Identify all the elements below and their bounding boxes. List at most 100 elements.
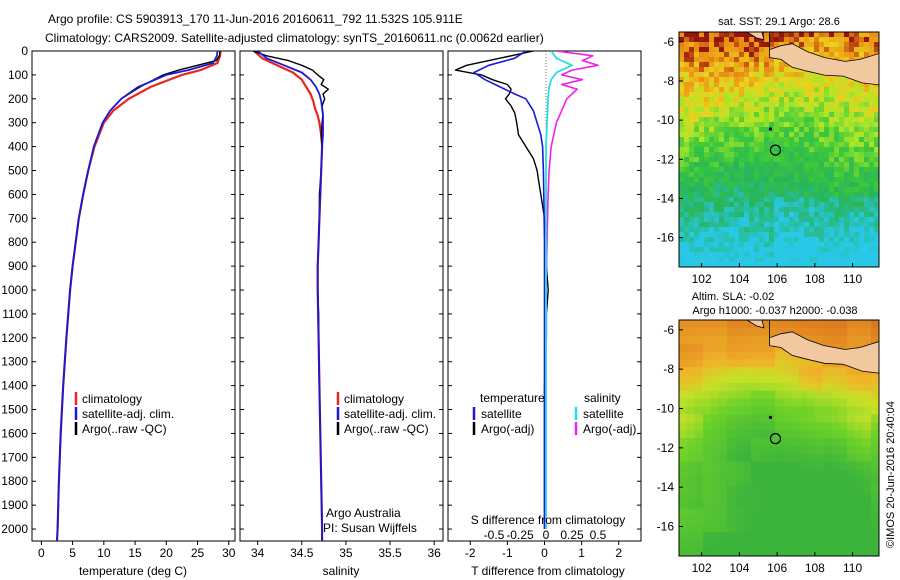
map-cell [739,142,745,148]
map-cell [759,102,765,108]
map-cell [699,182,705,188]
map-cell [699,257,705,263]
map-cell [774,32,780,38]
map-cell [754,197,760,203]
map-cell [815,438,824,447]
map-cell [831,540,840,549]
map-cell [689,132,695,138]
map-cell [703,359,712,368]
map-cell [859,37,865,43]
map-cell [734,222,740,228]
map-cell [871,548,879,556]
map-cell [849,117,855,123]
map-cell [809,137,815,143]
map-cell [729,107,735,113]
map-cell [814,37,820,43]
map-cell [739,162,745,168]
map-cell [819,142,825,148]
map-cell [689,247,695,253]
map-cell [719,167,725,173]
map-cell [839,87,845,93]
map-cell [815,430,824,439]
map-cell [769,182,775,188]
map-cell [709,42,715,48]
map-cell [759,532,768,541]
map-cell [759,192,765,198]
salinity-x-axis: 34 34.5 35 35.5 36 [251,541,441,560]
map-cell [739,232,745,238]
map-cell [729,247,735,253]
map-cell [694,67,700,73]
map-cell [799,375,808,384]
map-cell [824,147,830,153]
map-cell [719,157,725,163]
map-cell [759,222,765,228]
map-cell [844,237,850,243]
map-cell [784,262,790,267]
map-cell [754,37,760,43]
map-cell [799,257,805,263]
map-cell [734,132,740,138]
map-cell [824,167,830,173]
temperature-legend: climatology satellite-adj. clim. Argo(..… [74,392,174,436]
map-cell [779,72,785,78]
map-cell [689,127,695,133]
map-cell [871,414,879,423]
map-cell [709,32,715,38]
map-cell [714,97,720,103]
map-cell [684,232,690,238]
map-cell [869,217,875,223]
salinity-series [252,51,329,541]
map-cell [849,172,855,178]
map-cell [839,202,845,208]
map-cell [689,112,695,118]
map-cell [679,37,685,43]
map-cell [729,262,735,267]
map-cell [689,222,695,228]
map-cell [807,398,816,408]
map-cell [794,42,800,48]
map-cell [679,398,688,408]
map-cell [791,445,800,455]
map-cell [829,117,835,123]
map-cell [729,132,735,138]
depth-tick-label: 1900 [1,498,28,512]
map-cell [809,87,815,93]
map-cell [729,182,735,188]
map-cell [704,192,710,198]
map-cell [849,52,855,58]
map-cell [759,177,765,183]
map-cell [695,320,704,329]
x-tick-label: 2 [615,546,622,560]
map-cell [847,327,856,337]
map-cell [807,320,816,329]
map-cell [859,232,865,238]
map-cell [779,232,785,238]
map-cell [799,445,808,455]
map-cell [859,117,865,123]
map-cell [809,122,815,128]
map-cell [769,192,775,198]
map-cell [804,227,810,233]
map-cell [687,406,696,415]
map-cell [729,232,735,238]
map-cell [739,102,745,108]
map-cell [719,367,728,376]
map-cell [743,524,752,533]
map-cell [871,382,879,392]
map-cell [709,192,715,198]
map-cell [779,137,785,143]
map-cell [767,532,776,541]
map-cell [869,262,875,267]
map-cell [679,493,688,502]
map-cell [804,252,810,258]
map-cell [719,87,725,93]
map-cell [799,414,808,423]
map-cell [751,469,760,478]
map-cell [751,493,760,502]
legend-label-sal-satellite: satellite [583,407,624,421]
map-cell [839,508,848,518]
map-cell [859,182,865,188]
map-cell [684,72,690,78]
map-cell [814,162,820,168]
